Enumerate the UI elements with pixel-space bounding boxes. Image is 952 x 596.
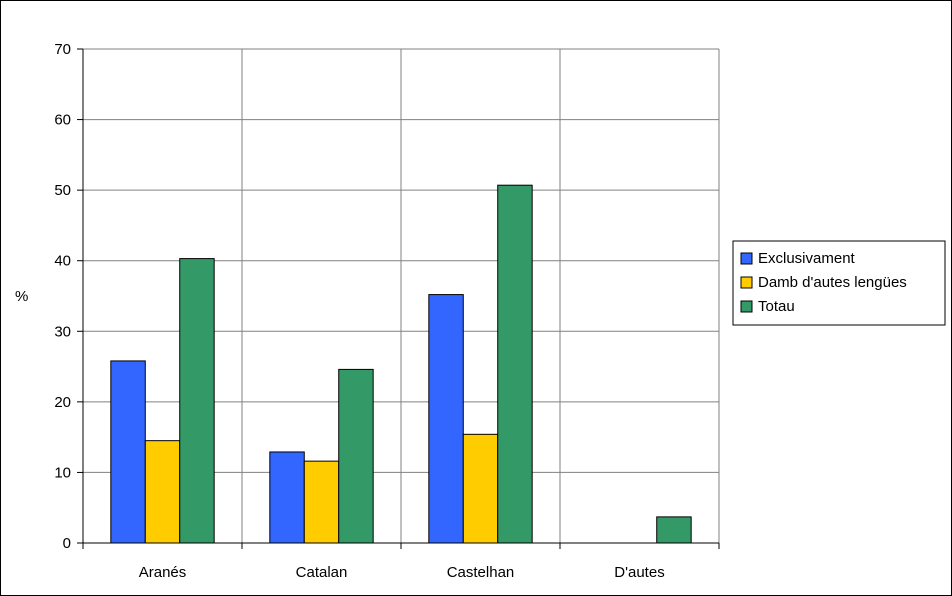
bar-damb-autes bbox=[303, 460, 340, 544]
bar-exclusivament bbox=[110, 360, 146, 544]
legend-label: Damb d'autes lengües bbox=[758, 274, 907, 291]
legend-swatch bbox=[740, 252, 753, 265]
y-tick-label: 50 bbox=[54, 182, 71, 199]
bar-totau bbox=[179, 258, 215, 544]
x-tick-label: Castelhan bbox=[447, 564, 515, 581]
legend-label: Totau bbox=[758, 298, 795, 315]
bar-exclusivament bbox=[269, 451, 305, 544]
legend: Exclusivament Damb d'autes lengües Totau bbox=[732, 240, 946, 326]
x-tick-label: D'autes bbox=[614, 564, 664, 581]
y-tick-label: 20 bbox=[54, 394, 71, 411]
y-tick-label: 60 bbox=[54, 112, 71, 129]
bar-totau bbox=[338, 368, 374, 544]
y-tick-label: 10 bbox=[54, 464, 71, 481]
y-axis-label: % bbox=[15, 288, 28, 305]
bar-exclusivament bbox=[428, 294, 464, 544]
y-tick-label: 0 bbox=[63, 535, 71, 552]
bar-totau bbox=[656, 516, 692, 544]
legend-box bbox=[732, 240, 946, 326]
bar-totau bbox=[497, 184, 533, 544]
y-tick-label: 40 bbox=[54, 253, 71, 270]
legend-swatch bbox=[740, 300, 753, 313]
y-tick-label: 30 bbox=[54, 323, 71, 340]
bar-damb-autes bbox=[144, 440, 181, 544]
bar-damb-autes bbox=[462, 433, 499, 544]
legend-label: Exclusivament bbox=[758, 250, 856, 267]
bars bbox=[110, 184, 692, 544]
x-tick-label: Aranés bbox=[139, 564, 187, 581]
x-tick-label: Catalan bbox=[296, 564, 348, 581]
legend-swatch bbox=[740, 276, 753, 289]
axes: 0 10 20 30 40 50 60 70 Aranés Catalan Castelhan D'a… bbox=[54, 41, 720, 581]
y-tick-label: 70 bbox=[54, 41, 71, 58]
